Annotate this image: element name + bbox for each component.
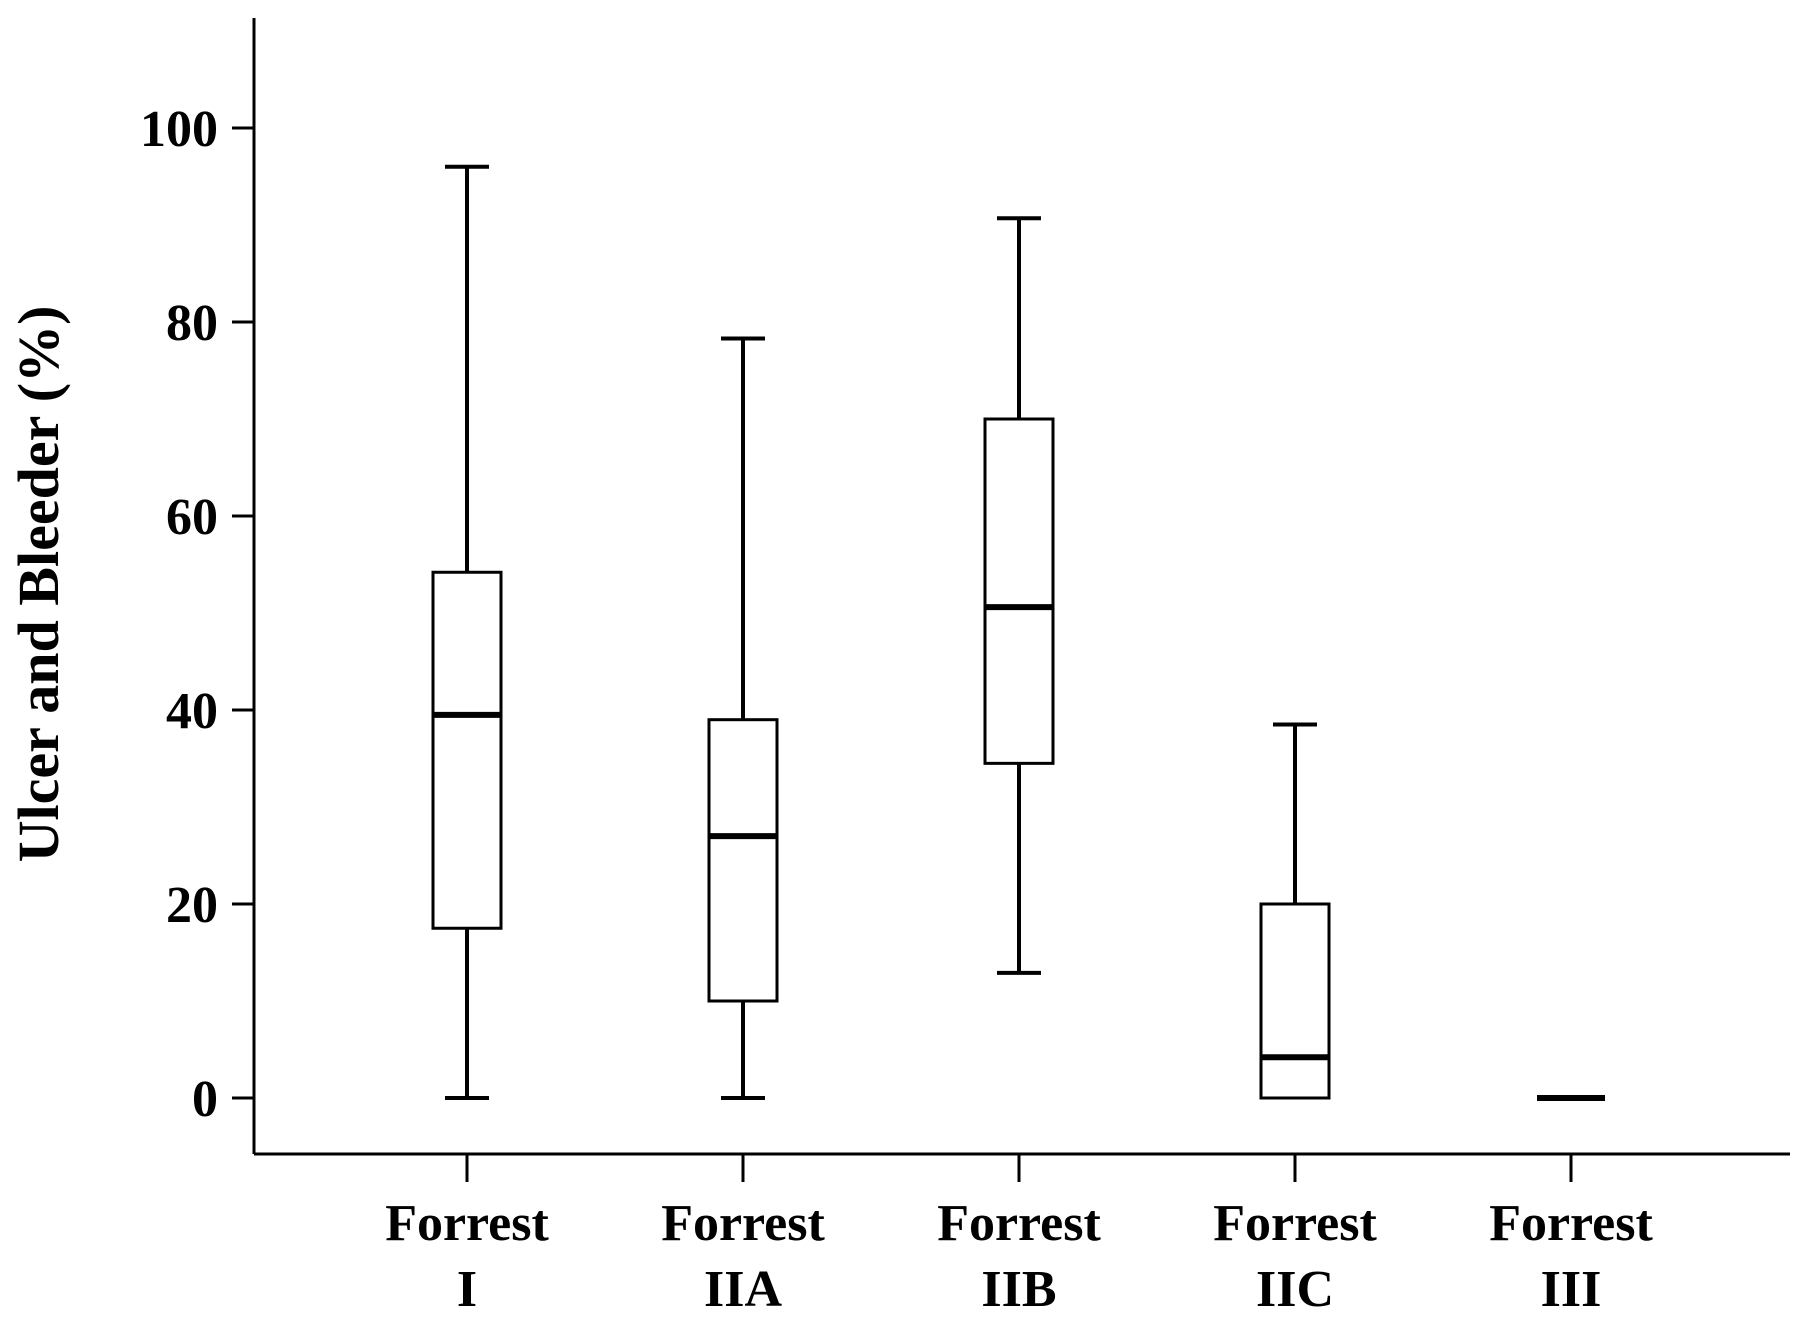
x-category-label-line1: Forrest xyxy=(1489,1195,1653,1252)
axes xyxy=(252,18,1790,1156)
y-tick-label: 0 xyxy=(192,1071,218,1128)
x-category-label-line2: IIB xyxy=(981,1261,1056,1318)
x-category-label-line1: Forrest xyxy=(937,1195,1101,1252)
iqr-box xyxy=(983,417,1055,765)
box-group xyxy=(1259,722,1331,1100)
x-category-label-line2: IIA xyxy=(704,1261,782,1318)
box-group xyxy=(983,216,1055,975)
y-tick-label: 40 xyxy=(166,683,218,740)
y-tick-label: 80 xyxy=(166,295,218,352)
x-category-label-line2: IIC xyxy=(1256,1261,1334,1318)
x-category-label-line1: Forrest xyxy=(661,1195,825,1252)
iqr-box xyxy=(1259,902,1331,1100)
x-category-label-line2: III xyxy=(1541,1261,1602,1318)
iqr-box xyxy=(431,570,503,930)
y-axis-title: Ulcer and Bleeder (%) xyxy=(6,306,71,863)
x-category-label-line2: I xyxy=(457,1261,477,1318)
x-category-label-line1: Forrest xyxy=(1213,1195,1377,1252)
box-group xyxy=(431,164,503,1100)
iqr-box xyxy=(707,718,779,1003)
box-series xyxy=(431,164,1605,1101)
y-axis-ticks: 0 20 40 60 80 100 xyxy=(140,101,254,1128)
y-tick-label: 100 xyxy=(140,101,218,158)
x-axis-labels: Forrest I Forrest IIA Forrest IIB Forrest IIC Fo… xyxy=(385,1154,1653,1318)
y-tick-label: 20 xyxy=(166,877,218,934)
y-tick-label: 60 xyxy=(166,489,218,546)
x-category-label-line1: Forrest xyxy=(385,1195,549,1252)
box-group xyxy=(707,336,779,1100)
